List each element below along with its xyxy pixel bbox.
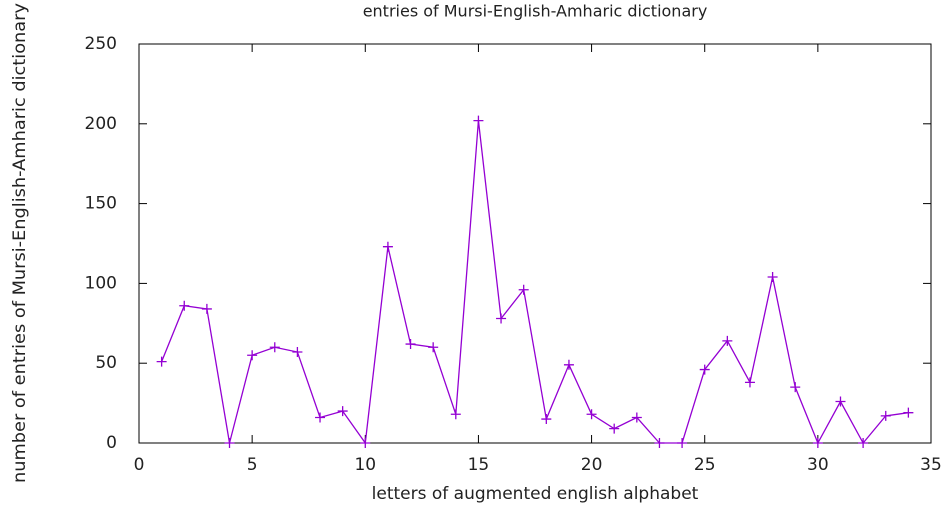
- data-point: [337, 406, 348, 417]
- data-point: [541, 414, 552, 425]
- data-point: [699, 364, 710, 375]
- data-point: [315, 412, 326, 423]
- data-point: [677, 438, 688, 448]
- plot-frame: [138, 43, 932, 444]
- data-point: [269, 342, 280, 353]
- data-point: [201, 303, 212, 314]
- x-axis-label: letters of augmented english alphabet: [372, 484, 699, 504]
- data-point: [858, 438, 869, 448]
- x-tick-label: 35: [920, 455, 942, 475]
- data-point: [790, 382, 801, 393]
- data-point: [428, 342, 439, 353]
- x-tick-label: 0: [134, 455, 145, 475]
- data-point: [247, 350, 258, 361]
- data-point: [518, 284, 529, 295]
- data-point: [631, 412, 642, 423]
- data-point: [903, 407, 914, 418]
- x-tick-label: 25: [694, 455, 716, 475]
- data-point: [473, 115, 484, 126]
- x-tick-label: 10: [354, 455, 376, 475]
- x-tick-label: 30: [807, 455, 829, 475]
- data-point: [496, 313, 507, 324]
- data-point: [609, 423, 620, 434]
- y-tick-label: 50: [95, 353, 117, 373]
- data-point: [835, 396, 846, 407]
- data-point: [156, 356, 167, 367]
- data-point: [880, 410, 891, 421]
- data-line: [161, 120, 909, 445]
- data-point: [722, 335, 733, 346]
- data-point: [224, 438, 235, 448]
- x-tick-label: 5: [247, 455, 258, 475]
- data-point: [586, 409, 597, 420]
- y-tick-label: 0: [106, 433, 117, 453]
- y-tick-label: 100: [85, 273, 117, 293]
- y-axis-label: number of entries of Mursi-English-Amhar…: [10, 3, 30, 483]
- x-tick-label: 20: [581, 455, 603, 475]
- data-point: [767, 272, 778, 283]
- data-point: [450, 409, 461, 420]
- y-tick-label: 150: [85, 194, 117, 214]
- chart-title: entries of Mursi-English-Amharic diction…: [363, 2, 708, 21]
- data-point: [292, 347, 303, 358]
- data-point: [179, 300, 190, 311]
- data-point: [563, 359, 574, 370]
- data-point: [744, 377, 755, 388]
- data-point: [405, 339, 416, 350]
- data-point: [812, 438, 823, 448]
- data-point: [654, 438, 665, 448]
- y-tick-label: 200: [85, 114, 117, 134]
- data-point: [382, 241, 393, 252]
- y-tick-label: 250: [85, 34, 117, 54]
- x-tick-label: 15: [468, 455, 490, 475]
- data-point: [360, 438, 371, 448]
